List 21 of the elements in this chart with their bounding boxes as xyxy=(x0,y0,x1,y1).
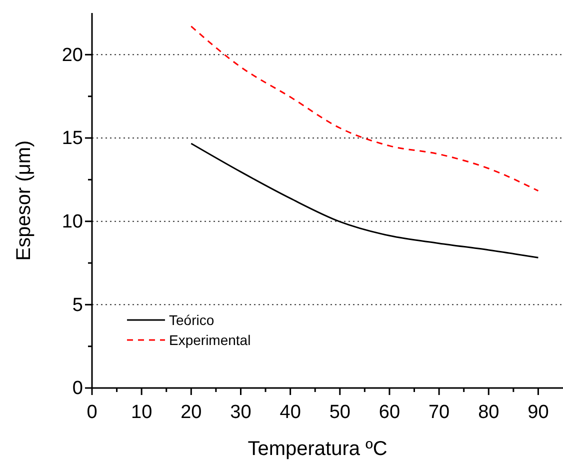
y-tick-label: 0 xyxy=(72,378,83,400)
x-tick-label: 40 xyxy=(280,402,301,423)
x-tick-label: 50 xyxy=(329,402,350,423)
y-axis-title: Espesor (μm) xyxy=(13,140,35,261)
x-tick-label: 60 xyxy=(378,402,400,423)
x-axis-title: Temperatura ºC xyxy=(248,438,388,460)
x-tick-label: 80 xyxy=(478,402,500,423)
line-series xyxy=(190,26,539,192)
x-tick-label: 10 xyxy=(131,402,152,423)
x-tick-label: 0 xyxy=(86,402,98,423)
y-tick-label: 15 xyxy=(62,128,83,150)
y-tick-label: 5 xyxy=(72,294,83,316)
x-tick-label: 70 xyxy=(428,402,450,423)
x-tick-label: 20 xyxy=(180,402,202,423)
y-tick-label: 10 xyxy=(62,211,83,232)
x-tick-label: 30 xyxy=(230,402,252,423)
y-tick-label: 20 xyxy=(62,44,83,66)
legend-label: Experimental xyxy=(169,332,251,348)
line-series xyxy=(190,142,539,258)
x-tick-label: 90 xyxy=(528,402,549,423)
legend-label: Teórico xyxy=(169,312,214,328)
